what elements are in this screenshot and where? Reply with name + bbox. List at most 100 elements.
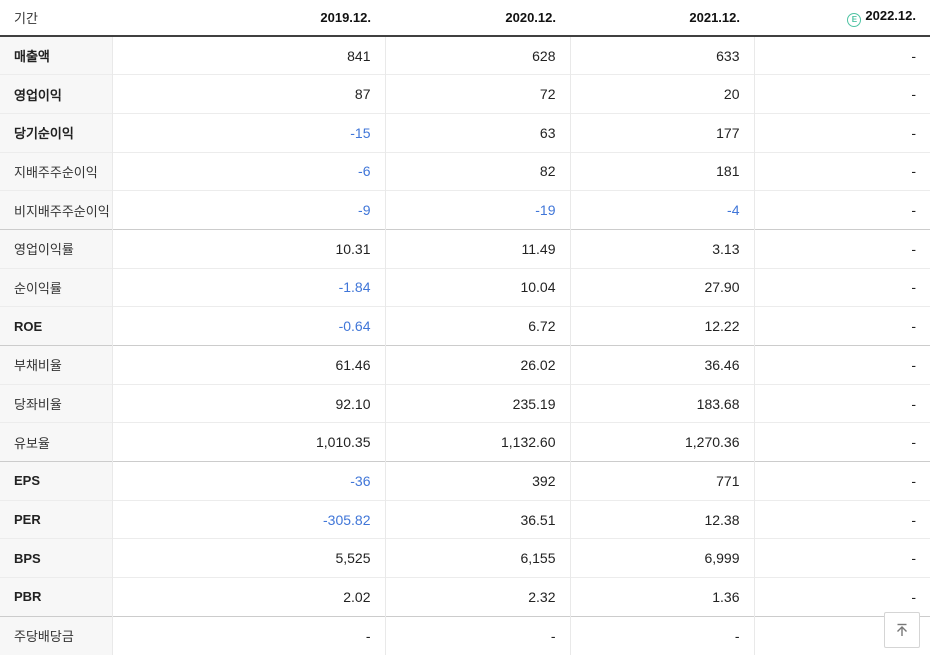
column-header-2019: 2019.12. <box>112 0 385 37</box>
scroll-to-top-button[interactable] <box>884 612 920 648</box>
header-row: 기간 2019.12. 2020.12. 2021.12. E 2022.12. <box>0 0 930 37</box>
cell-value: - <box>753 538 930 578</box>
cell-value: - <box>753 151 930 191</box>
cell-value: 10.31 <box>111 228 385 269</box>
table-row: PER -305.82 36.51 12.38- <box>0 499 930 539</box>
table-row: EPS -36 392 771- <box>0 461 930 501</box>
cell-value: 1,270.36 <box>569 422 754 462</box>
cell-value: - <box>753 190 930 230</box>
row-label: 주당배당금 <box>0 615 112 655</box>
cell-value: 2.32 <box>384 577 570 617</box>
cell-value: 633 <box>569 36 754 75</box>
cell-value: - <box>569 615 754 655</box>
table-row: 매출액 841 628 633- <box>0 36 930 75</box>
table-row: 지배주주순이익 -6 82 181- <box>0 151 930 191</box>
cell-value: 841 <box>111 36 385 75</box>
row-label: 순이익률 <box>0 267 112 307</box>
cell-value: -15 <box>111 112 385 153</box>
row-label: PBR <box>0 577 112 617</box>
table-row: 영업이익률 10.31 11.49 3.13- <box>0 228 930 269</box>
cell-value: 235.19 <box>384 383 570 423</box>
cell-value: -6 <box>111 151 385 191</box>
cell-value: - <box>753 306 930 346</box>
cell-value: - <box>753 499 930 539</box>
row-label: 비지배주주순이익 <box>0 190 112 230</box>
table-row: ROE -0.64 6.72 12.22- <box>0 306 930 346</box>
estimate-badge-icon: E <box>847 13 862 27</box>
arrow-up-icon <box>893 621 911 639</box>
table-row: 당좌비율 92.10 235.19 183.68- <box>0 383 930 423</box>
cell-value: 2.02 <box>111 577 385 617</box>
row-label: 영업이익 <box>0 74 112 114</box>
cell-value: 177 <box>569 112 754 153</box>
row-label: ROE <box>0 306 112 346</box>
row-label: BPS <box>0 538 112 578</box>
row-label: 영업이익률 <box>0 228 112 269</box>
cell-value: 3.13 <box>569 228 754 269</box>
cell-value: -1.84 <box>111 267 385 307</box>
cell-value: 392 <box>384 461 570 501</box>
table-row: 유보율 1,010.35 1,132.60 1,270.36- <box>0 422 930 462</box>
cell-value: - <box>753 112 930 153</box>
cell-value: 36.46 <box>569 345 754 385</box>
cell-value: 87 <box>111 74 385 114</box>
cell-value: - <box>753 267 930 307</box>
cell-value: - <box>753 422 930 462</box>
table-row: 비지배주주순이익 -9 -19 -4- <box>0 190 930 230</box>
cell-value: 628 <box>384 36 570 75</box>
cell-value: - <box>753 345 930 385</box>
cell-value: -9 <box>111 190 385 230</box>
cell-value: 92.10 <box>111 383 385 423</box>
table-body: 매출액 841 628 633- 영업이익 87 72 20- 당기순이익 -15 63 177- 지배… <box>0 36 930 655</box>
cell-value: 183.68 <box>569 383 754 423</box>
table-row: BPS 5,525 6,155 6,999- <box>0 538 930 578</box>
cell-value: 61.46 <box>111 345 385 385</box>
row-label: 부채비율 <box>0 345 112 385</box>
cell-value: 82 <box>384 151 570 191</box>
row-label: 당좌비율 <box>0 383 112 423</box>
table-row: 영업이익 87 72 20- <box>0 74 930 114</box>
cell-value: 72 <box>384 74 570 114</box>
cell-value: - <box>753 461 930 501</box>
cell-value: - <box>753 383 930 423</box>
row-label: PER <box>0 499 112 539</box>
cell-value: 11.49 <box>384 228 570 269</box>
cell-value: 181 <box>569 151 754 191</box>
cell-value: 10.04 <box>384 267 570 307</box>
cell-value: 1.36 <box>569 577 754 617</box>
column-header-2020: 2020.12. <box>385 0 570 37</box>
cell-value: 6.72 <box>384 306 570 346</box>
cell-value: 12.38 <box>569 499 754 539</box>
cell-value: 5,525 <box>111 538 385 578</box>
cell-value: - <box>753 36 930 75</box>
cell-value: -19 <box>384 190 570 230</box>
cell-value: - <box>753 228 930 269</box>
cell-value: - <box>753 74 930 114</box>
row-label: 매출액 <box>0 36 112 75</box>
cell-value: -36 <box>111 461 385 501</box>
cell-value: -305.82 <box>111 499 385 539</box>
column-header-label: 2022.12. <box>865 8 916 23</box>
column-header-2022-estimate: E 2022.12. <box>754 0 930 37</box>
cell-value: -4 <box>569 190 754 230</box>
table-row: 순이익률 -1.84 10.04 27.90- <box>0 267 930 307</box>
cell-value: 771 <box>569 461 754 501</box>
table-row: PBR 2.02 2.32 1.36- <box>0 577 930 617</box>
row-label: 유보율 <box>0 422 112 462</box>
cell-value: - <box>384 615 570 655</box>
row-label: EPS <box>0 461 112 501</box>
cell-value: 6,155 <box>384 538 570 578</box>
table-row: 부채비율 61.46 26.02 36.46- <box>0 345 930 385</box>
cell-value: - <box>111 615 385 655</box>
cell-value: 1,132.60 <box>384 422 570 462</box>
cell-value: - <box>753 577 930 617</box>
cell-value: 36.51 <box>384 499 570 539</box>
period-header: 기간 <box>0 0 112 37</box>
column-header-2021: 2021.12. <box>570 0 754 37</box>
row-label: 당기순이익 <box>0 112 112 153</box>
cell-value: 12.22 <box>569 306 754 346</box>
cell-value: 1,010.35 <box>111 422 385 462</box>
cell-value: -0.64 <box>111 306 385 346</box>
cell-value: 6,999 <box>569 538 754 578</box>
